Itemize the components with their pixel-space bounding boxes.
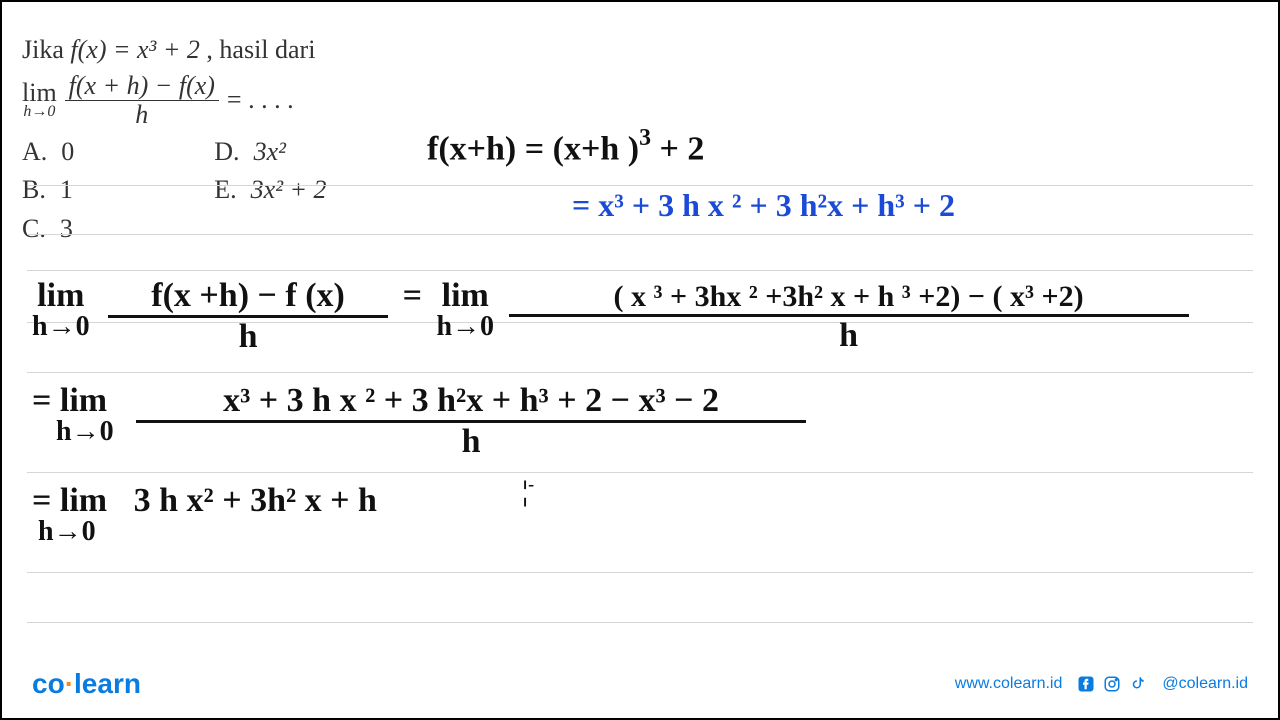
ruled-line (27, 372, 1253, 373)
option-b: B. 1 (22, 172, 74, 208)
footer-handle: @colearn.id (1162, 675, 1248, 693)
lim-block: lim h→0 (22, 80, 57, 120)
option-a: A. 0 (22, 134, 74, 170)
opt-value: 3x² (254, 134, 286, 170)
brand-logo: co·learn (32, 668, 141, 700)
hw-lim: lim (442, 279, 489, 313)
hw-lim: = lim (32, 384, 107, 418)
hw-fxh-lhs: f(x+h) = (x+h )3 + 2 (427, 127, 704, 168)
hw-lim-sub: h→0 (56, 418, 114, 446)
option-d: D. 3x² (214, 134, 326, 170)
facebook-icon (1076, 674, 1096, 694)
hw-den: h (839, 317, 858, 355)
hw-den: h (239, 318, 258, 356)
footer: co·learn www.colearn.id @colearn.id (32, 668, 1248, 700)
opt-label: E. (214, 172, 236, 208)
hw-exp: 3 (639, 125, 651, 151)
opt-label: B. (22, 172, 46, 208)
opt-value: 3x² + 2 (251, 172, 327, 208)
q-suffix: , hasil dari (206, 35, 315, 64)
hw-num: x³ + 3 h x ² + 3 h²x + h³ + 2 − x³ − 2 (223, 382, 719, 420)
equals-dots: = . . . . (227, 82, 294, 118)
q-prefix: Jika (22, 35, 70, 64)
frac-num: f(x + h) − f(x) (65, 72, 219, 100)
opt-label: C. (22, 211, 46, 247)
hw-step3: = lim h→0 3 h x² + 3h² x + h (32, 482, 377, 546)
q-fx: f(x) = x³ + 2 (70, 35, 200, 64)
hw-body: 3 h x² + 3h² x + h (134, 482, 377, 519)
opt-value: 1 (60, 172, 73, 208)
hw-lim: = lim (32, 484, 107, 518)
hw-step2: = lim h→0 x³ + 3 h x ² + 3 h²x + h³ + 2 … (32, 382, 806, 461)
question-limit-expr: lim h→0 f(x + h) − f(x) h = . . . . (22, 72, 1258, 128)
options-col-1: A. 0 B. 1 C. 3 (22, 134, 74, 247)
brand-left: co (32, 668, 65, 699)
hw-eq: = (403, 277, 422, 314)
lim-sub: h→0 (23, 103, 55, 120)
options-col-2: D. 3x² E. 3x² + 2 (214, 134, 326, 247)
hw-cursor-mark: ¦- (522, 474, 534, 508)
hw-num: f(x +h) − f (x) (151, 277, 345, 315)
opt-label: A. (22, 134, 47, 170)
brand-dot-icon: · (65, 668, 74, 699)
ruled-line (27, 472, 1253, 473)
tiktok-icon (1128, 674, 1148, 694)
frac-den: h (131, 101, 152, 128)
hw-lim: lim (37, 279, 84, 313)
opt-label: D. (214, 134, 239, 170)
option-e: E. 3x² + 2 (214, 172, 326, 208)
hw-lim-sub: h→0 (436, 313, 494, 341)
hw-text: + 2 (651, 130, 704, 167)
ruled-line (27, 622, 1253, 623)
hw-fxh-expand: = x³ + 3 h x ² + 3 h²x + h³ + 2 (572, 187, 955, 224)
question-fraction: f(x + h) − f(x) h (65, 72, 219, 128)
option-c: C. 3 (22, 211, 74, 247)
ruled-line (27, 270, 1253, 271)
hw-num: ( x ³ + 3hx ² +3h² x + h ³ +2) − ( x³ +2… (614, 280, 1084, 314)
opt-value: 3 (60, 211, 73, 247)
hw-text: f(x+h) = (x+h ) (427, 130, 639, 167)
ruled-line (27, 572, 1253, 573)
hw-den: h (462, 423, 481, 461)
footer-website: www.colearn.id (955, 675, 1063, 693)
opt-value: 0 (61, 134, 74, 170)
ruled-line (27, 185, 1253, 186)
ruled-line (27, 234, 1253, 235)
footer-right: www.colearn.id @colearn.id (955, 674, 1248, 694)
instagram-icon (1102, 674, 1122, 694)
brand-right: learn (74, 668, 141, 699)
question-line1: Jika f(x) = x³ + 2 , hasil dari (22, 32, 1258, 68)
hw-step1: lim h→0 f(x +h) − f (x) h = lim h→0 ( x … (32, 277, 1189, 356)
social-icons (1076, 674, 1148, 694)
hw-lim-sub: h→0 (32, 313, 90, 341)
hw-lim-sub: h→0 (38, 518, 96, 546)
